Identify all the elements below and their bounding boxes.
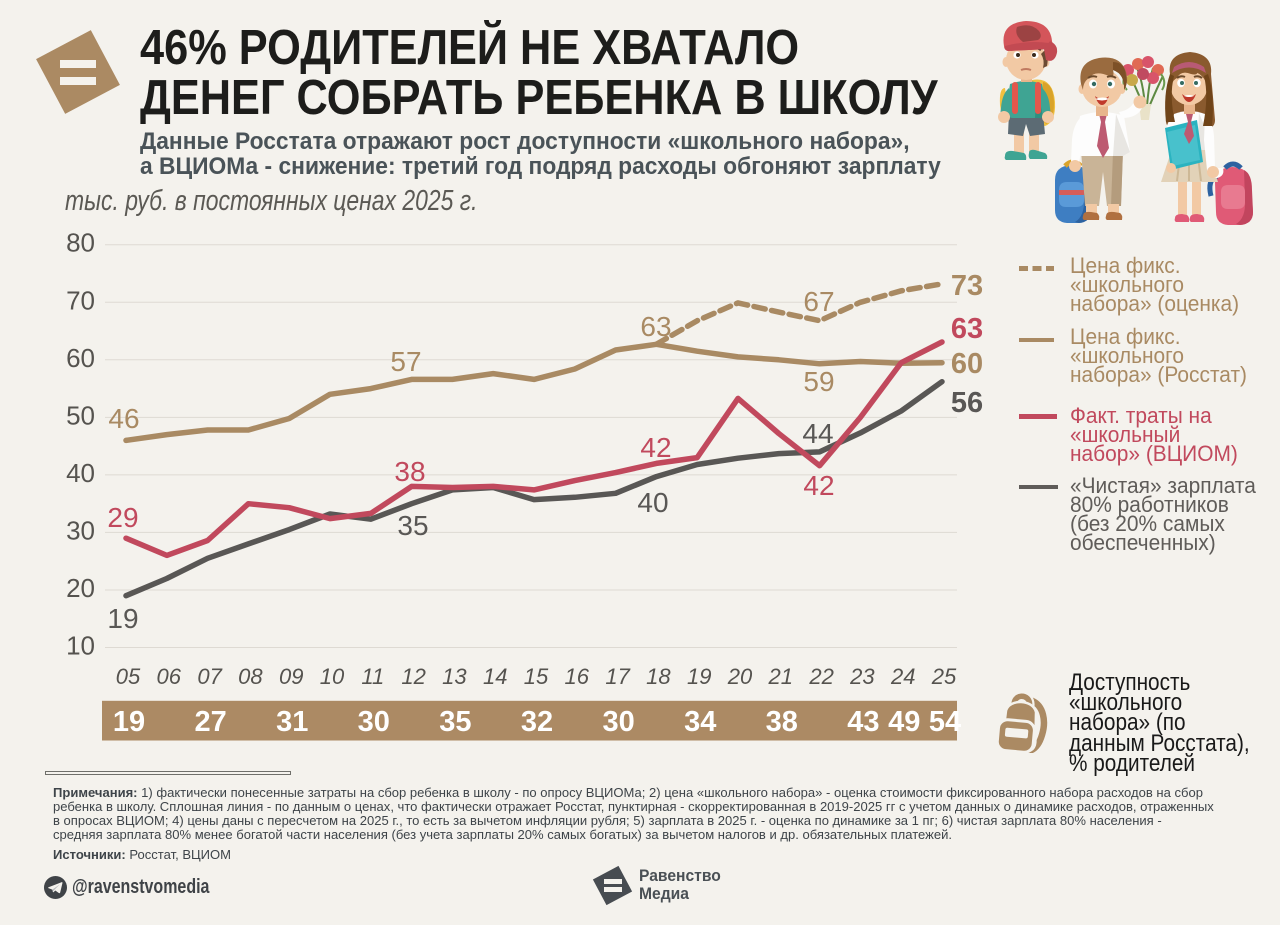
svg-text:24: 24 [890, 664, 915, 689]
svg-text:09: 09 [279, 664, 303, 689]
svg-text:43: 43 [847, 706, 879, 738]
svg-text:10: 10 [66, 631, 95, 661]
svg-text:17: 17 [605, 664, 630, 689]
svg-text:20: 20 [727, 664, 753, 689]
svg-text:25: 25 [931, 664, 957, 689]
svg-text:30: 30 [358, 706, 390, 738]
svg-text:23: 23 [849, 664, 875, 689]
svg-text:56: 56 [951, 387, 983, 419]
svg-text:40: 40 [66, 458, 95, 488]
svg-text:31: 31 [276, 706, 308, 738]
svg-text:08: 08 [238, 664, 263, 689]
svg-text:38: 38 [766, 706, 798, 738]
svg-text:27: 27 [194, 706, 226, 738]
svg-text:06: 06 [157, 664, 182, 689]
svg-text:19: 19 [113, 706, 145, 738]
svg-text:10: 10 [320, 664, 345, 689]
svg-text:40: 40 [637, 487, 668, 518]
svg-text:07: 07 [197, 664, 222, 689]
svg-text:16: 16 [565, 664, 590, 689]
svg-text:54: 54 [929, 706, 961, 738]
svg-text:12: 12 [401, 664, 425, 689]
svg-text:18: 18 [646, 664, 671, 689]
svg-text:30: 30 [602, 706, 634, 738]
svg-text:63: 63 [951, 313, 983, 345]
svg-text:57: 57 [390, 346, 421, 377]
svg-text:13: 13 [442, 664, 467, 689]
svg-text:15: 15 [524, 664, 549, 689]
svg-text:35: 35 [397, 510, 428, 541]
svg-text:63: 63 [640, 311, 671, 342]
svg-text:20: 20 [66, 573, 95, 603]
svg-text:22: 22 [808, 664, 833, 689]
svg-text:42: 42 [640, 432, 671, 463]
svg-text:38: 38 [394, 456, 425, 487]
svg-text:70: 70 [66, 285, 95, 315]
svg-text:73: 73 [951, 270, 983, 302]
svg-text:21: 21 [768, 664, 793, 689]
svg-text:05: 05 [116, 664, 141, 689]
svg-text:44: 44 [802, 418, 833, 449]
svg-text:49: 49 [888, 706, 920, 738]
svg-text:34: 34 [684, 706, 716, 738]
svg-text:80: 80 [66, 228, 95, 258]
svg-text:67: 67 [803, 286, 834, 317]
svg-text:19: 19 [107, 603, 138, 634]
svg-text:42: 42 [803, 470, 834, 501]
svg-text:60: 60 [66, 343, 95, 373]
svg-text:11: 11 [361, 664, 384, 689]
svg-text:29: 29 [107, 502, 138, 533]
svg-text:50: 50 [66, 400, 95, 430]
svg-text:35: 35 [439, 706, 471, 738]
svg-text:14: 14 [483, 664, 507, 689]
svg-text:60: 60 [951, 348, 983, 380]
svg-text:32: 32 [521, 706, 553, 738]
svg-text:46: 46 [108, 403, 139, 434]
svg-text:59: 59 [803, 366, 834, 397]
svg-text:30: 30 [66, 515, 95, 545]
svg-text:19: 19 [687, 664, 711, 689]
